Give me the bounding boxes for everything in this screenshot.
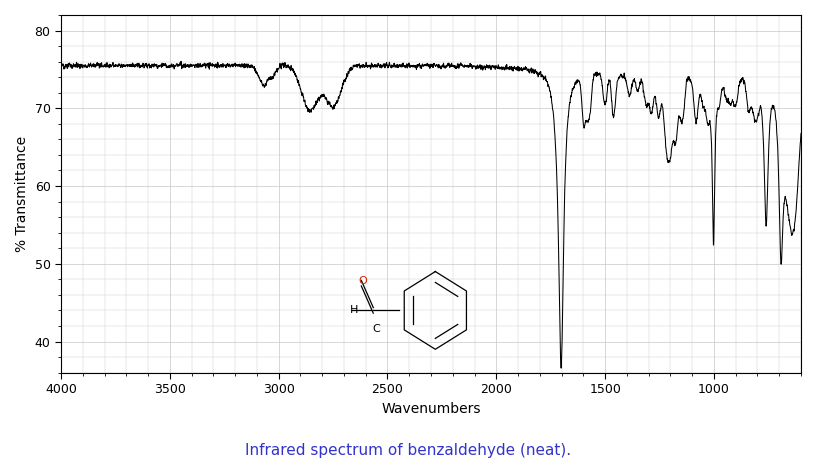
Text: C: C <box>372 325 380 334</box>
Text: H: H <box>350 306 358 315</box>
Text: O: O <box>358 276 367 286</box>
X-axis label: Wavenumbers: Wavenumbers <box>381 401 481 416</box>
Y-axis label: % Transmittance: % Transmittance <box>15 136 29 252</box>
Text: Infrared spectrum of benzaldehyde (neat).: Infrared spectrum of benzaldehyde (neat)… <box>245 444 571 458</box>
